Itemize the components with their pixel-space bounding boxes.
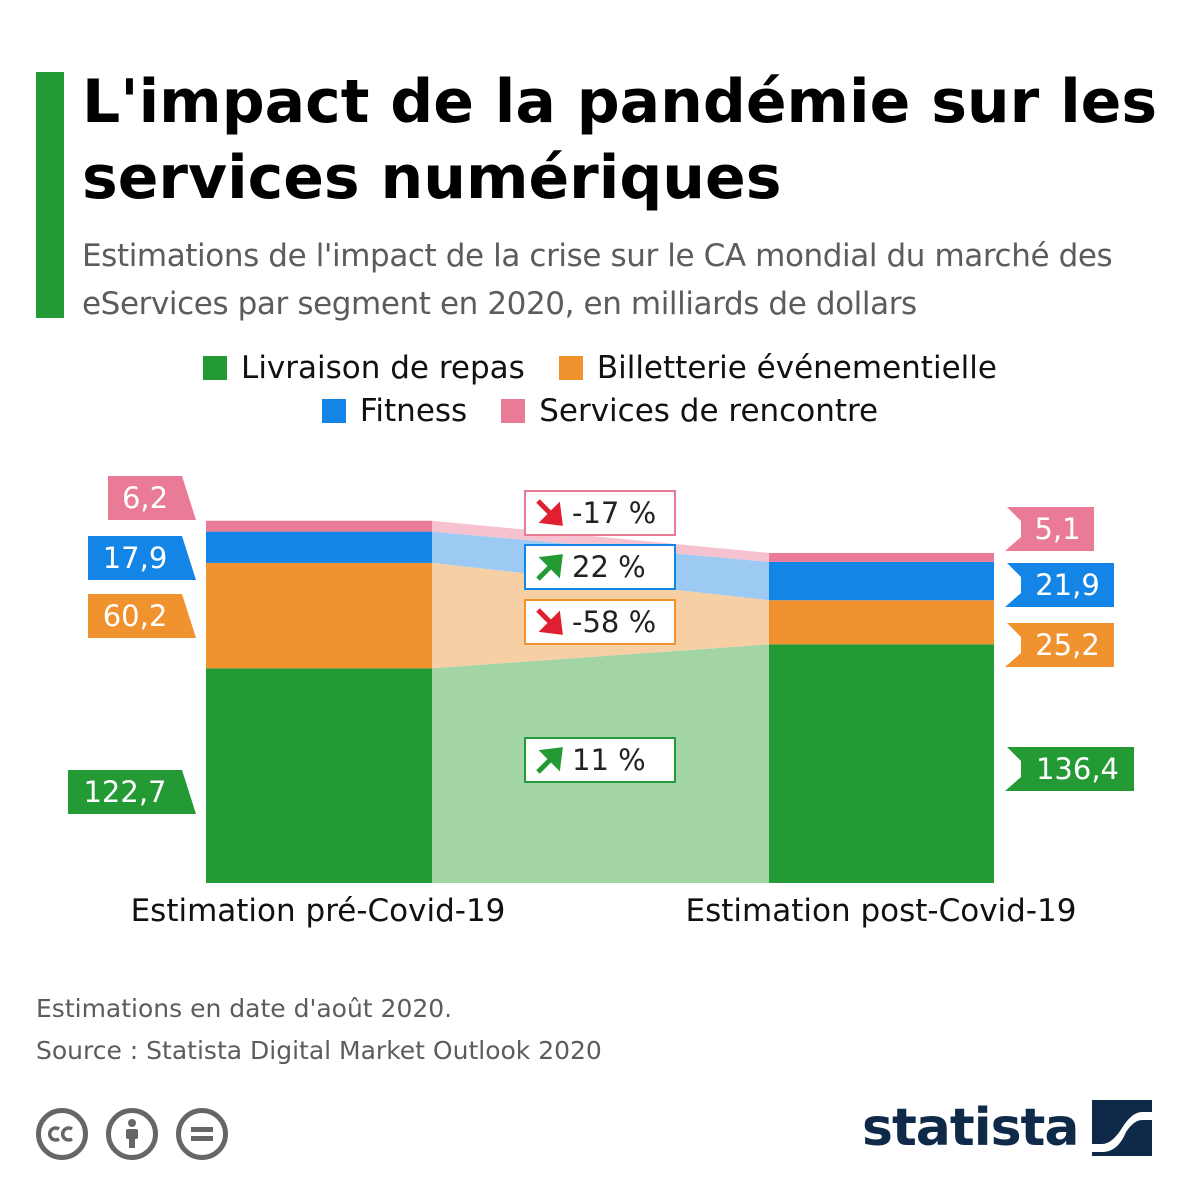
band-3	[432, 520, 769, 562]
value-label-text: 60,2	[103, 599, 168, 633]
legend-row-2: Fitness Services de rencontre	[0, 393, 1200, 429]
legend-swatch	[558, 356, 583, 380]
change-badge: 22 %	[524, 544, 676, 590]
value-label-text: 5,1	[1034, 512, 1080, 546]
change-badge: -17 %	[524, 490, 676, 536]
legend-label: Livraison de repas	[241, 350, 525, 386]
equal-icon	[176, 1108, 228, 1160]
value-label-text: 136,4	[1036, 752, 1119, 786]
footnote-block: Estimations en date d'août 2020. Source …	[36, 988, 602, 1072]
legend-item-livraison: Livraison de repas	[203, 350, 525, 386]
value-label-left: 17,9	[88, 536, 196, 580]
value-label-text: 6,2	[122, 481, 168, 515]
legend-item-rencontre: Services de rencontre	[501, 393, 878, 429]
value-label-right: 5,1	[1005, 507, 1094, 551]
title-accent-bar	[36, 72, 64, 318]
legend-swatch	[501, 399, 526, 423]
change-badge: 11 %	[524, 737, 676, 783]
footnote: Estimations en date d'août 2020.	[36, 994, 453, 1023]
bar-segment	[769, 644, 994, 883]
bar-segment	[769, 561, 994, 601]
cc-icon	[36, 1108, 88, 1160]
value-label-text: 17,9	[103, 541, 168, 575]
value-label-text: 21,9	[1035, 568, 1100, 602]
brand-name: statista	[862, 1098, 1079, 1158]
value-label-left: 122,7	[68, 770, 196, 814]
bar-segment	[206, 562, 432, 669]
value-label-left: 60,2	[88, 594, 196, 638]
bar-segment	[206, 668, 432, 883]
arrow-up-icon	[536, 554, 563, 581]
arrow-down-icon	[536, 499, 563, 526]
legend-item-billetterie: Billetterie événementielle	[558, 350, 997, 386]
person-icon	[106, 1108, 158, 1160]
category-label: Estimation pré-Covid-19	[131, 893, 506, 929]
value-label-right: 25,2	[1005, 623, 1114, 667]
change-text: -58 %	[572, 605, 656, 639]
chart-subtitle: Estimations de l'impact de la crise sur …	[82, 238, 1113, 322]
chart-title: L'impact de la pandémie sur les services…	[82, 67, 1158, 213]
legend-label: Fitness	[359, 393, 468, 429]
value-label-right: 136,4	[1005, 747, 1134, 791]
category-axis: Estimation pré-Covid-19 Estimation post-C…	[131, 893, 1077, 929]
legend-item-fitness: Fitness	[321, 393, 468, 429]
legend-label: Services de rencontre	[539, 393, 879, 429]
change-text: 11 %	[572, 743, 646, 777]
value-label-text: 25,2	[1035, 628, 1100, 662]
bar-segment	[769, 552, 994, 562]
value-label-right: 21,9	[1005, 563, 1114, 607]
change-text: 22 %	[572, 550, 646, 584]
legend-swatch	[321, 399, 346, 423]
bars	[206, 520, 994, 883]
change-badges: 11 % -58 % 22 % -17 %	[524, 490, 676, 783]
bar-segment	[206, 520, 432, 532]
value-label-text: 122,7	[83, 775, 166, 809]
bar-segment	[769, 600, 994, 645]
statista-brand: statista	[862, 1098, 1153, 1158]
category-label: Estimation post-Covid-19	[686, 893, 1077, 929]
bar-segment	[206, 531, 432, 563]
legend-swatch	[203, 356, 228, 380]
arrow-down-icon	[536, 608, 563, 635]
legend-label: Billetterie événementielle	[596, 350, 997, 386]
source-text: Source : Statista Digital Market Outlook…	[36, 1036, 602, 1065]
stacked-bar-chart: 122,7 136,4 60,2 25,2 17,9 21,9 6,2 5,1 11 % -58…	[68, 476, 1134, 929]
change-text: -17 %	[572, 496, 656, 530]
arrow-up-icon	[536, 747, 563, 774]
license-icons	[36, 1108, 228, 1160]
change-badge: -58 %	[524, 599, 676, 645]
legend-row-1: Livraison de repas Billetterie événement…	[0, 350, 1200, 386]
statista-logo-icon	[1092, 1100, 1153, 1156]
value-label-left: 6,2	[108, 476, 196, 520]
value-labels: 122,7 136,4 60,2 25,2 17,9 21,9 6,2 5,1	[68, 476, 1134, 814]
